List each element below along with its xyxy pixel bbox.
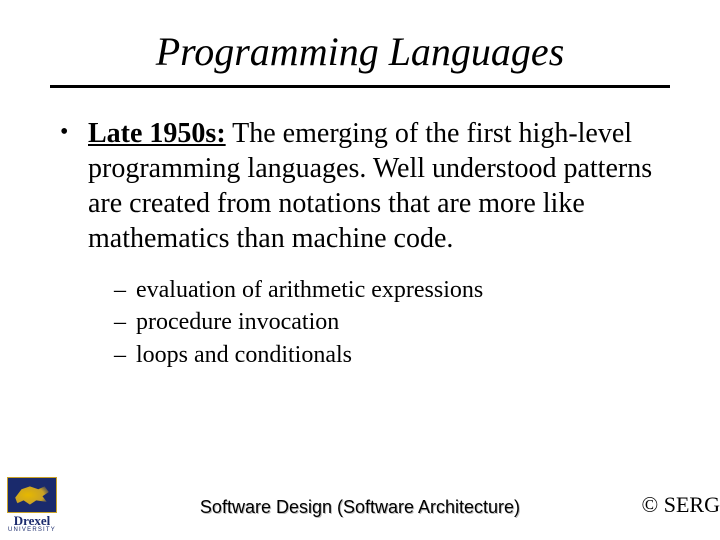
dash-icon: –	[114, 339, 136, 371]
list-item: – loops and conditionals	[114, 339, 680, 371]
slide: Programming Languages • Late 1950s: The …	[0, 0, 720, 540]
sub-text: procedure invocation	[136, 306, 339, 338]
list-item: – procedure invocation	[114, 306, 680, 338]
bullet-text: Late 1950s: The emerging of the first hi…	[88, 116, 670, 256]
slide-title: Programming Languages	[40, 28, 680, 75]
bullet-icon: •	[60, 116, 88, 256]
footer-center: Software Design (Software Architecture)	[0, 497, 720, 518]
sub-list: – evaluation of arithmetic expressions –…	[114, 274, 680, 371]
bullet-main: • Late 1950s: The emerging of the first …	[60, 116, 670, 256]
bullet-lead: Late 1950s:	[88, 118, 226, 149]
footer-right: © SERG	[642, 492, 720, 518]
list-item: – evaluation of arithmetic expressions	[114, 274, 680, 306]
dash-icon: –	[114, 306, 136, 338]
dash-icon: –	[114, 274, 136, 306]
logo-sub: UNIVERSITY	[2, 527, 62, 534]
title-rule	[50, 85, 670, 88]
sub-text: evaluation of arithmetic expressions	[136, 274, 483, 306]
sub-text: loops and conditionals	[136, 339, 352, 371]
